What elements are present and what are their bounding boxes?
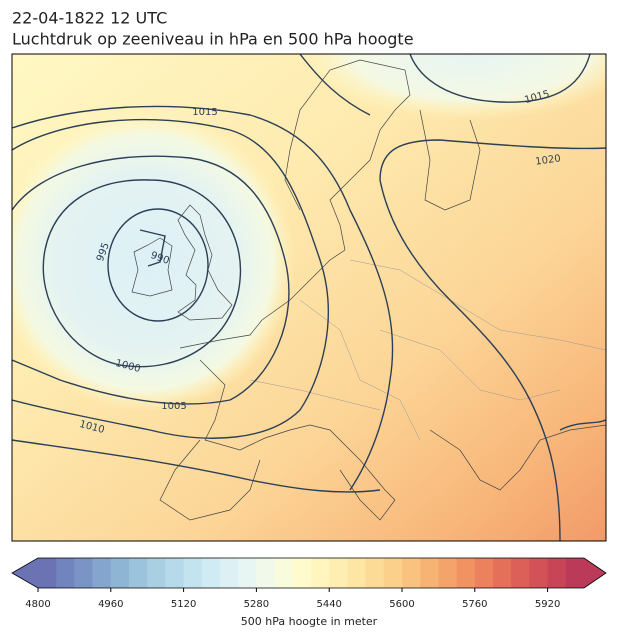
colorbar-segment: [201, 558, 221, 588]
colorbar-outline: [11, 557, 607, 589]
colorbar-segment: [274, 558, 294, 588]
colorbar-segment: [511, 558, 530, 588]
borders: [249, 259, 606, 441]
colorbar-segment: [420, 558, 439, 588]
colorbar-segment: [329, 558, 348, 588]
colorbar-extend-high: [584, 558, 606, 588]
colorbar-segment: [238, 558, 257, 588]
colorbar-tick-label: 5280: [244, 599, 269, 610]
colorbar-tick-label: 5920: [535, 599, 560, 610]
colorbar-segment: [147, 558, 166, 588]
isobars: [12, 54, 606, 541]
colorbar-segment: [38, 558, 57, 588]
colorbar-segment: [547, 558, 567, 588]
colorbar-segment: [292, 558, 312, 588]
colorbar-segment: [74, 558, 94, 588]
low-field: [12, 112, 295, 412]
colorbar-segment: [165, 558, 185, 588]
colorbar-tick-label: 4960: [98, 599, 123, 610]
colorbar-tick-label: 5120: [171, 599, 196, 610]
coastlines: [131, 59, 606, 521]
colorbar-segment: [220, 558, 239, 588]
colorbar-segment: [383, 558, 403, 588]
title-line2: Luchtdruk op zeeniveau in hPa en 500 hPa…: [12, 30, 414, 49]
title-line1: 22-04-1822 12 UTC: [12, 9, 167, 28]
colorbar-extend-low: [12, 558, 38, 588]
isobar-label: 1015: [192, 107, 217, 118]
colorbar-tick-label: 5760: [462, 599, 487, 610]
colorbar-label: 500 hPa hoogte in meter: [241, 615, 378, 628]
colorbar-segment: [456, 558, 476, 588]
colorbar-segment: [256, 558, 276, 588]
colorbar-segment: [365, 558, 385, 588]
colorbar-segment: [183, 558, 203, 588]
colorbar-segment: [129, 558, 148, 588]
colorbar-segment: [438, 558, 458, 588]
isobar-label: 1005: [161, 401, 186, 412]
colorbar-segment: [347, 558, 367, 588]
isobar-label: 1020: [535, 153, 562, 167]
colorbar-segment: [92, 558, 112, 588]
colorbar-segment: [529, 558, 549, 588]
colorbar-segment: [493, 558, 512, 588]
colorbar-segment: [565, 558, 585, 588]
colorbar-tick-label: 5600: [389, 599, 414, 610]
map-frame: [11, 53, 607, 542]
colorbar: 4800 4960 5120 5280 5440 5600 5760 5920: [11, 557, 607, 610]
colorbar-tick-label: 4800: [25, 599, 50, 610]
north-field: [300, 54, 606, 120]
colorbar-segment: [110, 558, 130, 588]
colorbar-segment: [311, 558, 330, 588]
colorbar-segment: [402, 558, 421, 588]
colorbar-segment: [56, 558, 75, 588]
colorbar-tick-label: 5440: [316, 599, 341, 610]
colorbar-segment: [474, 558, 494, 588]
map: 1015 1015 1020 995 990 1000 1005 1010: [12, 54, 606, 541]
